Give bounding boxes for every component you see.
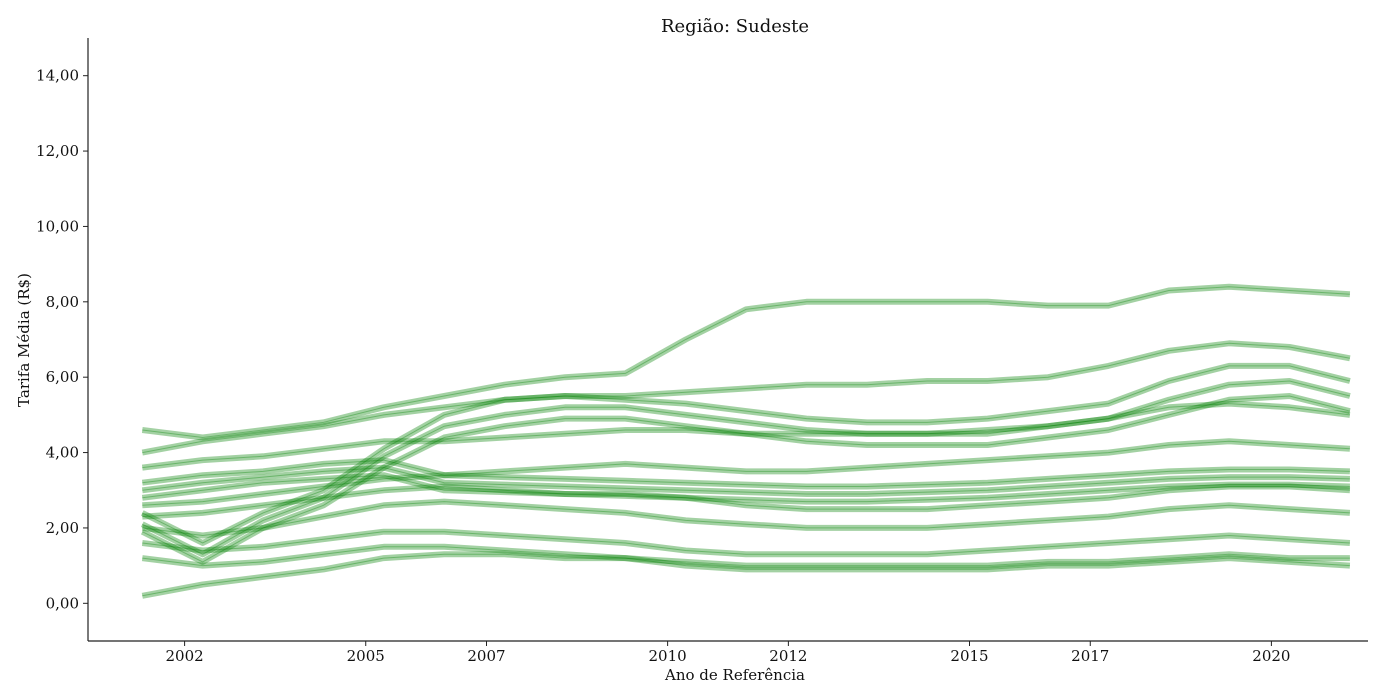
series-line-core-5	[142, 459, 1350, 487]
x-tick-label: 2002	[166, 647, 204, 665]
series-line-core-3	[142, 365, 1351, 544]
x-tick-label: 2020	[1252, 647, 1290, 665]
x-tick-label: 2017	[1071, 647, 1109, 665]
y-tick-label: 6,00	[46, 368, 79, 386]
y-tick-label: 10,00	[36, 217, 79, 235]
x-tick-label: 2012	[769, 647, 807, 665]
y-tick-label: 0,00	[46, 594, 79, 612]
y-axis-label: Tarifa Média (R$)	[15, 273, 33, 407]
series-line-core-6	[142, 474, 1350, 503]
x-tick-label: 2015	[950, 647, 988, 665]
series-line-core-4	[142, 395, 1351, 563]
y-tick-label: 4,00	[46, 444, 79, 462]
x-tick-label: 2010	[649, 647, 687, 665]
y-tick-label: 2,00	[46, 519, 79, 537]
series-line-4	[140, 393, 1351, 565]
series-line-2	[141, 464, 1350, 497]
series-line-5	[141, 457, 1350, 490]
series-line-core-12	[142, 342, 1350, 454]
x-tick-label: 2007	[467, 647, 505, 665]
series-line-core-9	[142, 531, 1350, 555]
series-line-core-11	[142, 546, 1350, 570]
chart-title: Região: Sudeste	[661, 16, 809, 37]
series-line-core-1	[142, 380, 1351, 555]
x-axis-label: Ano de Referência	[664, 666, 805, 684]
series-line-10	[141, 400, 1351, 471]
series-line-9	[141, 528, 1351, 558]
y-tick-label: 12,00	[36, 142, 79, 160]
series-line-core-15	[142, 286, 1350, 439]
series-line-12	[141, 340, 1351, 456]
series-layer	[140, 283, 1351, 599]
series-line-core-7	[142, 440, 1350, 506]
series-line-13	[142, 483, 1351, 520]
x-tick-label: 2005	[347, 647, 385, 665]
y-ticks: 0,00 2,00 4,00 6,00 8,00 10,00 12,00 14,00	[36, 67, 88, 612]
series-line-core-8	[142, 501, 1350, 537]
series-line-11	[141, 543, 1351, 573]
y-tick-label: 8,00	[46, 293, 79, 311]
series-line-14	[141, 551, 1350, 599]
series-line-7	[142, 438, 1351, 509]
series-line-core-2	[142, 467, 1350, 495]
y-tick-label: 14,00	[36, 67, 79, 85]
series-line-8	[141, 498, 1351, 539]
series-line-3	[140, 362, 1351, 546]
series-line-core-13	[142, 485, 1350, 518]
series-line-15	[141, 283, 1351, 441]
series-line-core-14	[142, 553, 1350, 597]
x-ticks: 2002 2005 2007 2010 2012 2015 2017 2020	[166, 641, 1290, 665]
series-line-6	[141, 472, 1350, 505]
series-line-core-10	[142, 403, 1350, 469]
series-line-1	[140, 378, 1351, 558]
